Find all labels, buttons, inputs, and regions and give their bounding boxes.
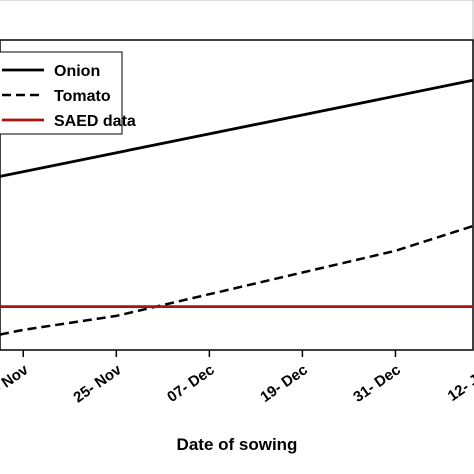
- legend-items: Onion Tomato SAED data: [2, 63, 136, 130]
- legend: Onion Tomato SAED data: [0, 51, 136, 135]
- legend-label-onion: Onion: [54, 63, 100, 80]
- legend-label-saed-data: SAED data: [54, 113, 136, 130]
- x-tick-label: 07- Dec: [164, 361, 217, 406]
- x-axis-tick-labels: 13- Nov 25- Nov 07- Dec 19- Dec 31- Dec 12- J…: [0, 361, 474, 406]
- x-tick-label: 12- Jan: [445, 361, 474, 405]
- x-axis-title: Date of sowing: [177, 435, 298, 454]
- x-tick-label: 13- Nov: [0, 361, 32, 406]
- legend-label-tomato: Tomato: [54, 88, 111, 105]
- series-line-onion: [0, 78, 474, 178]
- x-tick-label: 31- Dec: [350, 361, 403, 406]
- x-tick-label: 19- Dec: [257, 361, 310, 406]
- plot-area: [0, 39, 474, 351]
- series-line-tomato: [0, 224, 474, 336]
- x-axis-ticks: [22, 350, 397, 357]
- series-layer: [0, 78, 474, 336]
- x-tick-label: 25- Nov: [70, 361, 125, 406]
